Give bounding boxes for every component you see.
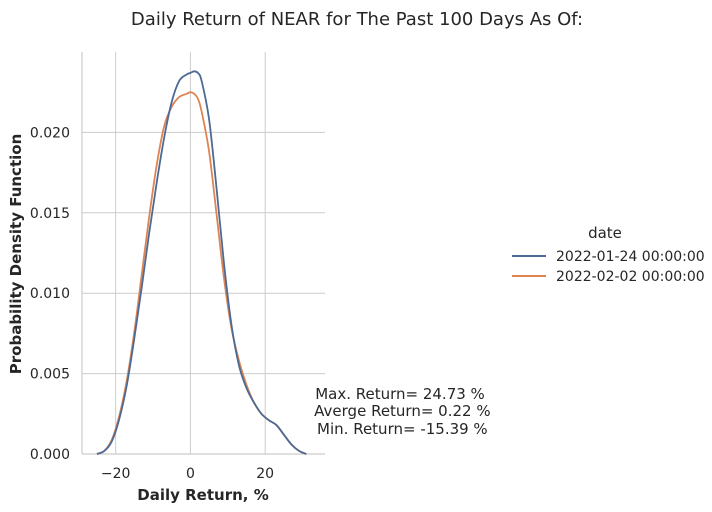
- y-tick-label: 0.000: [30, 447, 70, 463]
- x-tick-label: 0: [186, 466, 195, 482]
- min-return-text: Min. Return= -15.39 %: [312, 420, 487, 438]
- y-axis-label: Probability Density Function: [7, 134, 25, 374]
- series-line-2: [96, 91, 307, 455]
- series-lines: [96, 70, 307, 455]
- average-return-text: Averge Return= 0.22 %: [309, 402, 490, 420]
- y-tick-label: 0.020: [30, 125, 70, 141]
- x-tick-label: −20: [101, 466, 131, 482]
- y-tick-label: 0.005: [30, 367, 70, 383]
- x-axis-label: Daily Return, %: [137, 486, 268, 504]
- y-tick-label: 0.015: [30, 206, 70, 222]
- y-tick-label: 0.010: [30, 286, 70, 302]
- legend-title: date: [588, 224, 622, 242]
- series-line-1: [96, 70, 307, 455]
- max-return-text: Max. Return= 24.73 %: [315, 385, 485, 403]
- grid: [82, 52, 325, 454]
- x-tick-label: 20: [256, 466, 274, 482]
- tick-labels: −20 0 20 0.000 0.005 0.010 0.015 0.020: [30, 125, 274, 482]
- legend-label-series-1: 2022-01-24 00:00:00: [556, 249, 705, 265]
- legend: date 2022-01-24 00:00:00 2022-02-02 00:0…: [512, 224, 705, 285]
- chart-title: Daily Return of NEAR for The Past 100 Da…: [131, 9, 583, 30]
- stats-annotation: Max. Return= 24.73 % Averge Return= 0.22…: [309, 385, 490, 438]
- legend-label-series-2: 2022-02-02 00:00:00: [556, 269, 705, 285]
